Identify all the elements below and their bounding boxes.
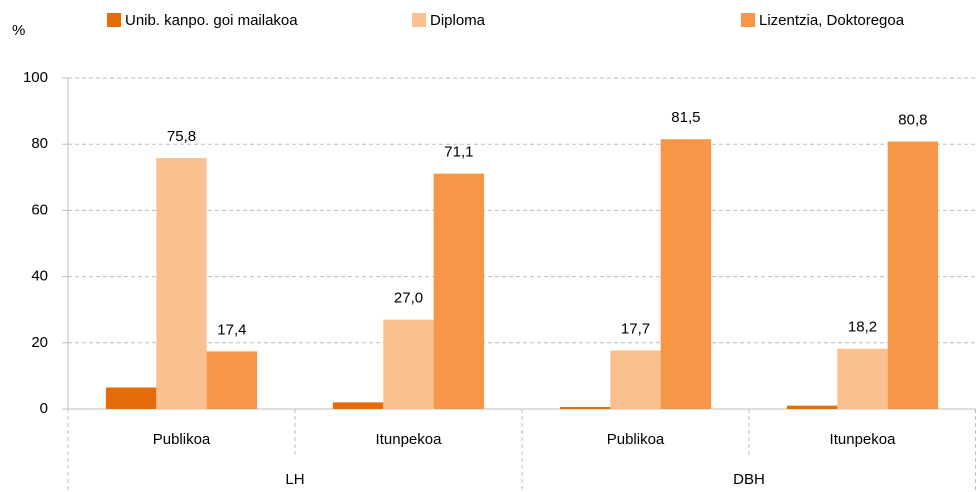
bar xyxy=(332,402,384,409)
legend-swatch xyxy=(412,13,426,27)
y-tick-label: 40 xyxy=(31,268,48,285)
legend-swatch xyxy=(741,13,755,27)
bar xyxy=(105,387,157,409)
data-label: 18,2 xyxy=(848,319,877,336)
y-tick-label: 60 xyxy=(31,201,48,218)
data-label: 81,5 xyxy=(671,109,700,126)
bar xyxy=(156,158,207,409)
group-label: DBH xyxy=(733,471,765,488)
legend-label: Unib. kanpo. goi mailakoa xyxy=(125,12,298,29)
bar xyxy=(610,350,661,409)
y-tick-label: 100 xyxy=(23,69,48,86)
bar xyxy=(433,173,485,409)
data-label: 71,1 xyxy=(444,144,473,161)
bar xyxy=(383,319,434,409)
data-label: 17,7 xyxy=(621,320,650,337)
data-label: 27,0 xyxy=(394,290,423,307)
bar xyxy=(559,407,611,409)
legend-label: Lizentzia, Doktoregoa xyxy=(759,12,905,29)
y-tick-label: 20 xyxy=(31,334,48,351)
y-tick-label: 80 xyxy=(31,135,48,152)
y-axis-label: % xyxy=(12,22,25,39)
x-tick-label: Itunpekoa xyxy=(830,431,897,448)
bar xyxy=(206,351,258,409)
bar xyxy=(786,405,838,409)
legend-label: Diploma xyxy=(430,12,486,29)
data-label: 75,8 xyxy=(167,128,196,145)
x-tick-label: Publikoa xyxy=(607,431,665,448)
group-label: LH xyxy=(285,471,304,488)
x-tick-label: Publikoa xyxy=(153,431,211,448)
bar xyxy=(887,141,939,409)
bar xyxy=(660,139,712,410)
data-label: 80,8 xyxy=(898,112,927,129)
x-tick-label: Itunpekoa xyxy=(376,431,443,448)
bar xyxy=(837,348,888,409)
legend-swatch xyxy=(107,13,121,27)
data-label: 17,4 xyxy=(217,321,246,338)
y-tick-label: 0 xyxy=(40,400,48,417)
